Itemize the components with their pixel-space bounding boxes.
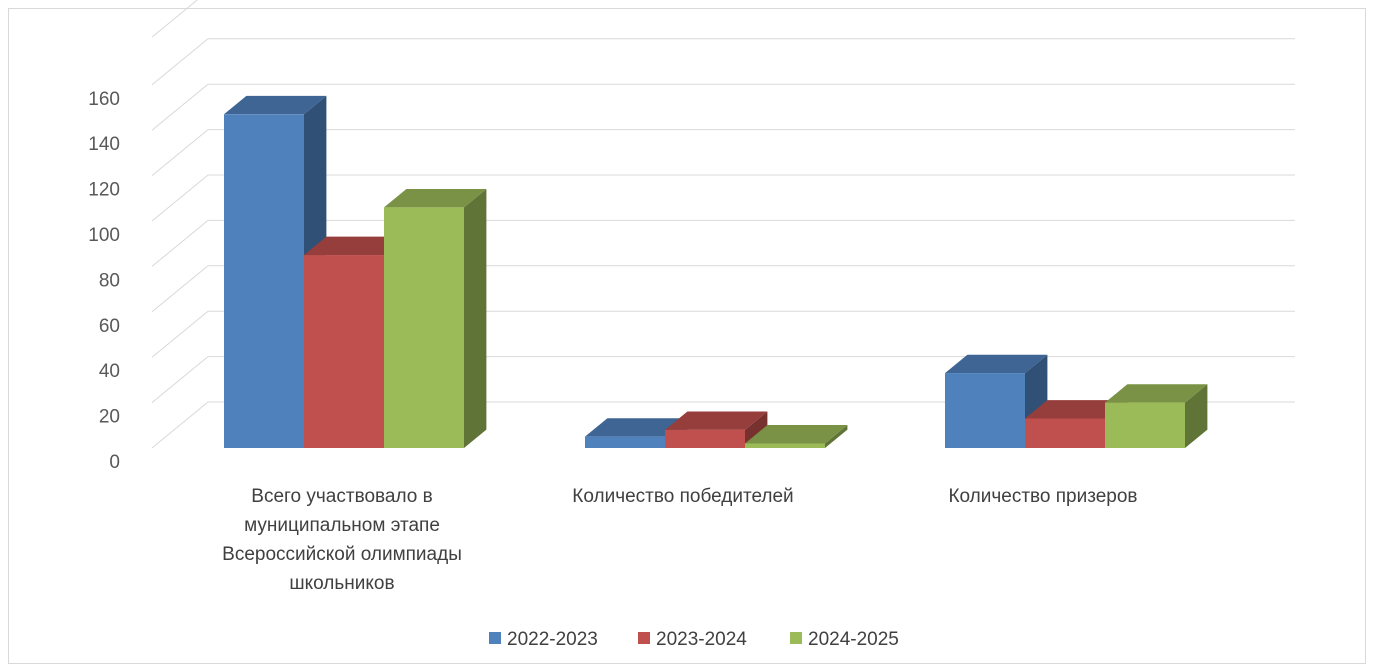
side-wall-gridline <box>151 220 209 267</box>
legend-item: 2022-2023 <box>489 629 598 650</box>
y-tick-label: 20 <box>99 407 120 428</box>
legend-swatch <box>638 632 650 644</box>
legend: 2022-2023 2023-2024 2024-2025 <box>489 629 899 650</box>
category-label: муниципальном этапе <box>244 515 440 536</box>
category-label: Всероссийской олимпиады <box>222 544 462 565</box>
side-wall-gridline <box>151 265 209 313</box>
side-wall-gridline <box>151 401 209 449</box>
side-wall-gridline <box>151 83 209 131</box>
bar <box>1105 384 1208 448</box>
y-tick-label: 160 <box>88 89 120 110</box>
y-tick-label: 120 <box>88 180 120 201</box>
category-label: Количество призеров <box>948 486 1137 507</box>
legend-label: 2023-2024 <box>656 629 747 650</box>
side-wall-gridline <box>151 310 209 358</box>
y-tick-label: 40 <box>99 361 120 382</box>
bar <box>745 425 848 448</box>
bar <box>384 188 487 449</box>
side-wall-gridline <box>151 174 209 222</box>
side-wall-gridline <box>151 356 209 403</box>
y-tick-label: 60 <box>99 316 120 337</box>
y-tick-label: 0 <box>109 452 120 473</box>
y-tick-label: 140 <box>88 134 120 155</box>
legend-label: 2024-2025 <box>808 629 899 650</box>
legend-item: 2023-2024 <box>638 629 747 650</box>
legend-item: 2024-2025 <box>790 629 899 650</box>
category-label: школьников <box>289 573 394 594</box>
legend-label: 2022-2023 <box>507 629 598 650</box>
category-label: Всего участвовало в <box>251 486 432 507</box>
side-wall-gridline <box>151 38 209 86</box>
y-axis-ticks: 0 20 40 60 80 100 120 140 160 <box>88 89 120 473</box>
category-label: Количество победителей <box>572 486 793 507</box>
legend-swatch <box>790 632 802 644</box>
y-tick-label: 80 <box>99 270 120 291</box>
legend-swatch <box>489 632 501 644</box>
y-tick-label: 100 <box>88 225 120 246</box>
side-wall-gridline <box>151 129 209 176</box>
bars <box>224 95 1208 449</box>
bar <box>665 411 768 448</box>
side-wall-gridline <box>151 0 198 38</box>
category-labels: Всего участвовало в муниципальном этапе Вс… <box>222 486 1137 594</box>
